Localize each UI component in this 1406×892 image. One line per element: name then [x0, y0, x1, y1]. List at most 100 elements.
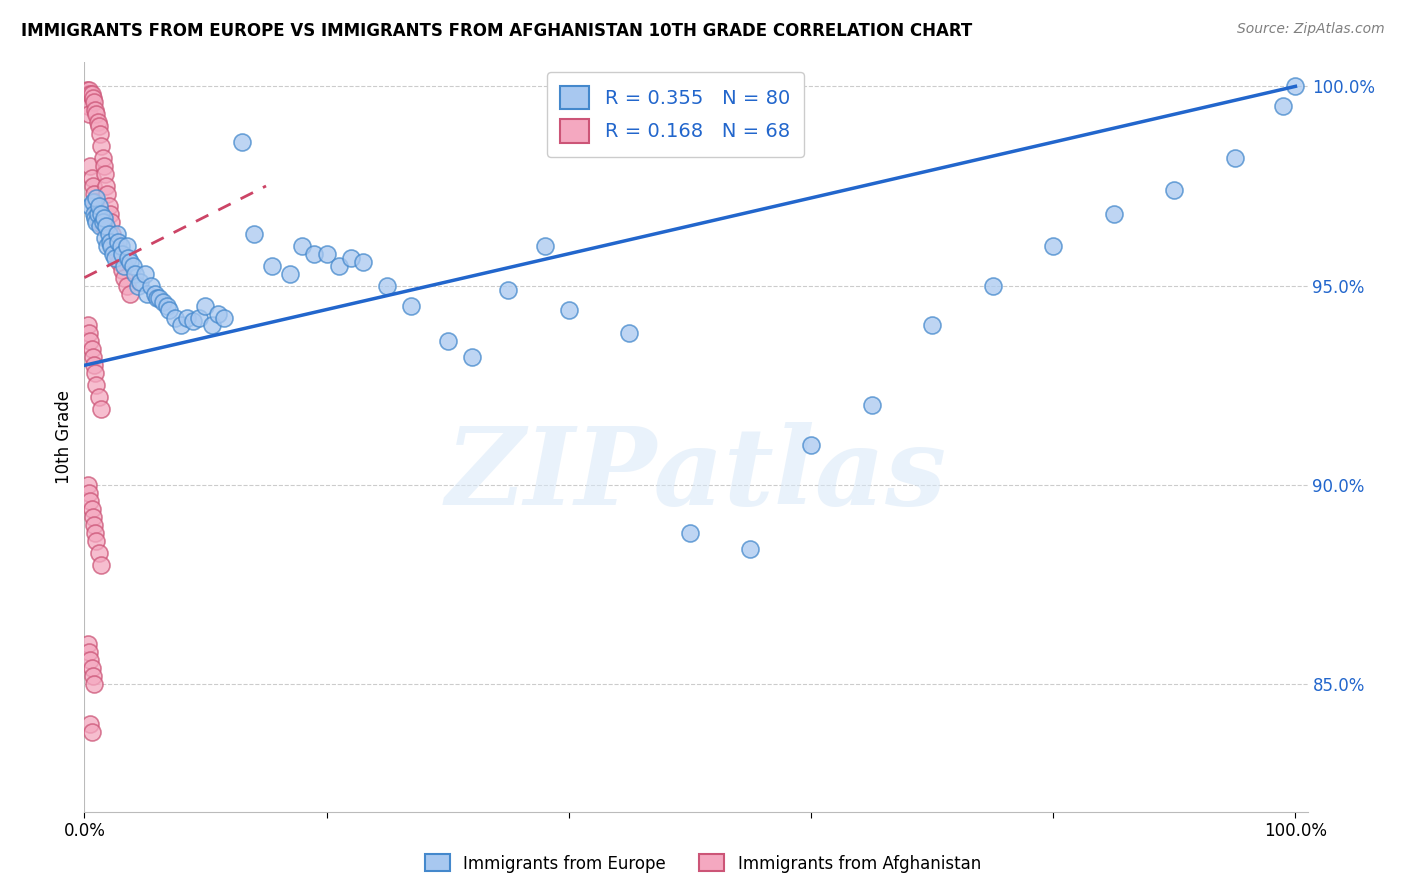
Point: [496, 283, 519, 297]
Point: [105, 246, 128, 260]
Point: [86, 202, 108, 217]
Point: [77, 87, 100, 102]
Point: [90, 207, 112, 221]
Point: [83, 359, 105, 373]
Point: [401, 299, 423, 313]
Point: [98, 207, 121, 221]
Point: [84, 367, 107, 381]
Point: [243, 227, 266, 241]
Point: [89, 219, 111, 233]
Point: [80, 343, 103, 357]
Point: [1042, 239, 1064, 253]
Point: [84, 525, 107, 540]
Point: [77, 486, 100, 500]
Point: [82, 351, 104, 365]
Point: [79, 334, 101, 349]
Point: [84, 194, 107, 209]
Point: [100, 239, 122, 253]
Point: [461, 351, 484, 365]
Point: [77, 83, 100, 97]
Point: [134, 267, 156, 281]
Point: [83, 207, 105, 221]
Text: IMMIGRANTS FROM EUROPE VS IMMIGRANTS FROM AFGHANISTAN 10TH GRADE CORRELATION CHA: IMMIGRANTS FROM EUROPE VS IMMIGRANTS FRO…: [21, 22, 973, 40]
Point: [533, 239, 555, 253]
Point: [291, 239, 314, 253]
Point: [176, 310, 198, 325]
Point: [86, 115, 108, 129]
Point: [98, 235, 121, 249]
Point: [90, 402, 112, 417]
Y-axis label: 10th Grade: 10th Grade: [55, 390, 73, 484]
Point: [97, 199, 120, 213]
Point: [139, 278, 162, 293]
Point: [111, 246, 134, 260]
Point: [77, 107, 100, 121]
Point: [170, 318, 193, 333]
Point: [108, 254, 131, 268]
Point: [76, 83, 98, 97]
Point: [80, 87, 103, 102]
Legend: R = 0.355   N = 80, R = 0.168   N = 68: R = 0.355 N = 80, R = 0.168 N = 68: [547, 72, 804, 157]
Point: [91, 215, 114, 229]
Point: [115, 278, 138, 293]
Point: [105, 227, 128, 241]
Point: [120, 286, 142, 301]
Point: [121, 259, 143, 273]
Point: [91, 151, 114, 165]
Point: [79, 717, 101, 731]
Point: [152, 294, 174, 309]
Point: [340, 251, 363, 265]
Point: [860, 398, 883, 412]
Point: [97, 227, 120, 241]
Point: [148, 291, 170, 305]
Point: [86, 215, 108, 229]
Point: [87, 199, 110, 213]
Point: [231, 135, 253, 149]
Point: [80, 501, 103, 516]
Point: [96, 179, 118, 194]
Point: [304, 246, 326, 260]
Point: [1284, 79, 1306, 94]
Point: [82, 179, 104, 194]
Point: [1163, 183, 1185, 197]
Point: [83, 186, 105, 201]
Point: [90, 558, 112, 572]
Point: [86, 533, 108, 548]
Point: [107, 235, 129, 249]
Point: [79, 493, 101, 508]
Point: [86, 207, 108, 221]
Point: [82, 194, 104, 209]
Point: [82, 509, 104, 524]
Point: [143, 286, 166, 301]
Point: [188, 310, 211, 325]
Point: [96, 239, 118, 253]
Point: [86, 207, 108, 221]
Point: [79, 653, 101, 667]
Point: [328, 259, 350, 273]
Point: [921, 318, 943, 333]
Text: Source: ZipAtlas.com: Source: ZipAtlas.com: [1237, 22, 1385, 37]
Point: [87, 546, 110, 560]
Point: [96, 186, 118, 201]
Point: [80, 661, 103, 675]
Legend: Immigrants from Europe, Immigrants from Afghanistan: Immigrants from Europe, Immigrants from …: [419, 847, 987, 880]
Point: [1102, 207, 1125, 221]
Point: [278, 267, 301, 281]
Point: [262, 259, 284, 273]
Point: [86, 107, 108, 121]
Point: [558, 302, 581, 317]
Point: [157, 302, 180, 317]
Point: [129, 275, 152, 289]
Point: [110, 239, 132, 253]
Point: [83, 677, 105, 691]
Point: [79, 199, 101, 213]
Point: [77, 326, 100, 341]
Point: [352, 254, 374, 268]
Point: [183, 314, 205, 328]
Point: [93, 211, 115, 225]
Point: [124, 267, 146, 281]
Point: [86, 378, 108, 392]
Point: [200, 318, 222, 333]
Point: [212, 310, 235, 325]
Point: [981, 278, 1004, 293]
